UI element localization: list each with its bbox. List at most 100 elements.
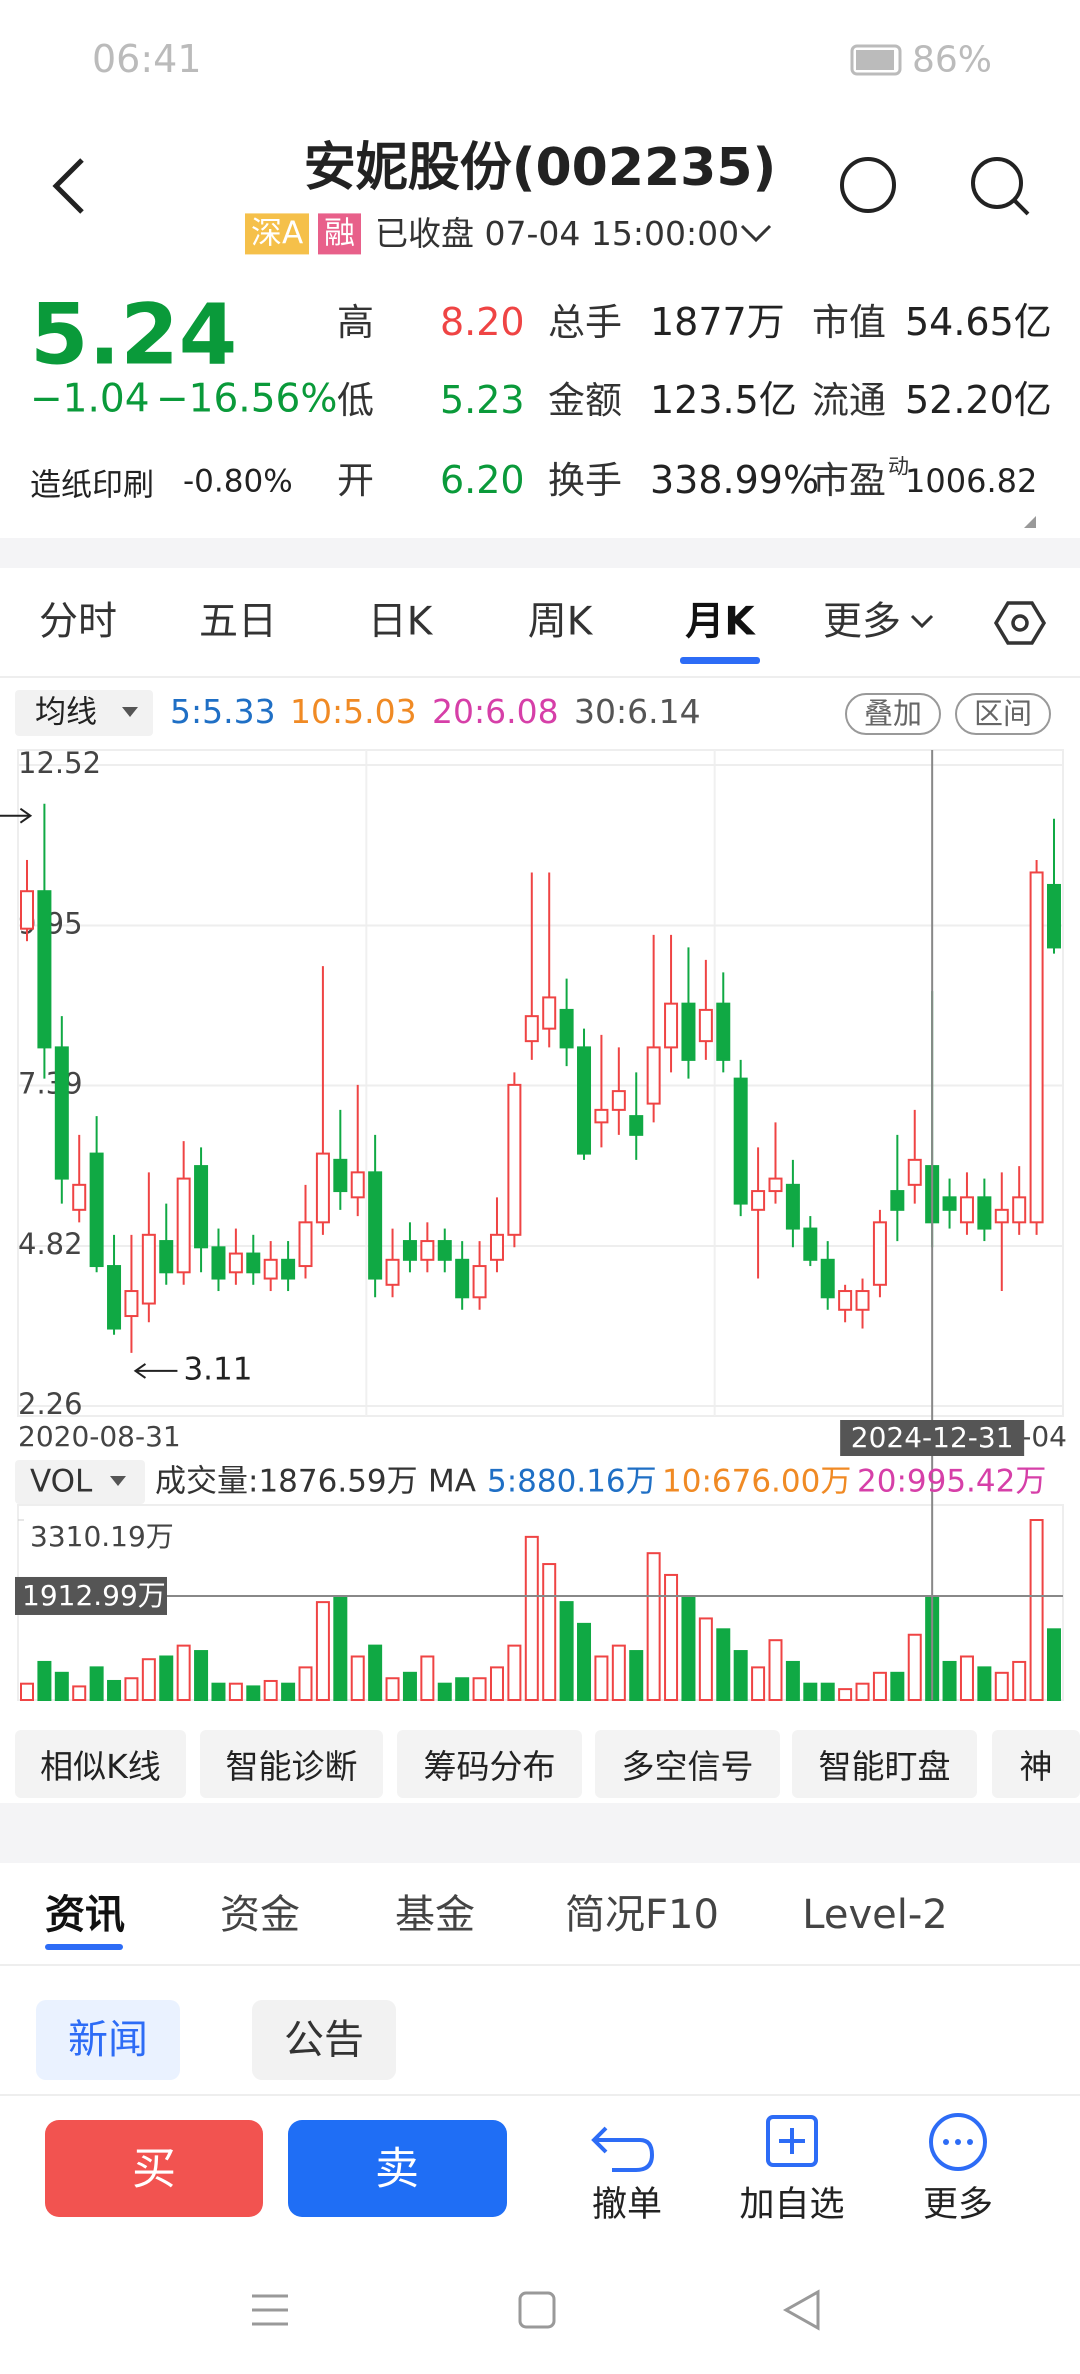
chart-tab[interactable]: 分时 [38,599,118,645]
news-tab[interactable]: Level-2 [802,1892,948,1938]
buy-label[interactable]: 买 [132,2143,176,2195]
candle-body [1012,1196,1027,1224]
candle-body [141,1233,156,1305]
stat-value: 5.23 [440,378,525,423]
stat-value: 8.20 [440,300,525,345]
sell-label[interactable]: 卖 [375,2143,419,2195]
candle-body [281,1258,296,1280]
battery: 86% [912,39,993,81]
subtab[interactable]: 新闻 [68,2017,148,2063]
volume-bar [455,1677,470,1702]
vol-legend-item: VOL [30,1463,93,1500]
candle-body [315,1152,330,1224]
chart-tab[interactable]: 日K [367,599,433,645]
news-tab[interactable]: 资讯 [45,1892,125,1938]
price: 5.24 [30,285,238,384]
candle-body [751,1190,766,1211]
candle-body [994,1208,1009,1224]
overlay-button[interactable]: 区间 [973,696,1033,731]
action-label[interactable]: 加自选 [739,2185,845,2225]
volume-bar [577,1622,592,1702]
candle-body [263,1258,278,1280]
buy-button[interactable] [45,2120,263,2217]
candle-body [803,1227,818,1261]
ma-label: 均线 [35,694,97,731]
tool-chip[interactable]: 筹码分布 [397,1730,582,1798]
chart-tab[interactable]: 周K [527,599,593,645]
add-icon [779,2128,805,2154]
nav-back[interactable] [782,2289,820,2331]
volume-bar [855,1682,870,1702]
stat-label: 开 [337,458,374,502]
crosshair-label-bg [15,1576,167,1615]
volume-bar [228,1682,243,1702]
volume-bar [751,1666,766,1701]
volume-bar [368,1644,383,1701]
chart-tab[interactable]: 更多 [822,599,902,645]
volume-bar [1047,1628,1061,1702]
candle-body [907,1158,922,1186]
candle-body [855,1290,870,1311]
change: −1.04 [30,376,150,422]
vol-legend-item: 10:676.00万 [662,1463,852,1500]
news-tab[interactable]: 简况F10 [565,1892,719,1938]
chevron [910,614,934,629]
stat-label: 低 [337,378,374,422]
volume-bar [315,1601,330,1701]
volume-bar [141,1658,156,1701]
action-label[interactable]: 更多 [922,2185,994,2225]
stat-value: 52.20亿 [905,378,1052,423]
stat-value: 1877万 [650,300,785,345]
volume-bar [1029,1519,1044,1701]
y-tick-label: 12.52 [18,746,101,780]
candle-body [54,1046,69,1180]
action-label[interactable]: 撤单 [591,2185,663,2225]
volume-bar [263,1679,278,1702]
tool-chip[interactable]: 智能诊断 [200,1730,383,1798]
subtab[interactable]: 公告 [284,2017,364,2063]
candle-body [959,1196,974,1224]
y-tick-label: 2.26 [18,1387,83,1421]
dropdown-icon [122,707,138,717]
tool-chip[interactable]: 智能盯盘 [792,1730,977,1798]
volume-bar [124,1677,139,1702]
tool-chip[interactable]: 多空信号 [595,1730,780,1798]
ma-item: 10:5.03 [290,692,417,732]
volume-bar [385,1677,400,1702]
candle-body [20,890,34,930]
sell-button[interactable] [288,2120,507,2217]
volume-bar [524,1535,539,1701]
candle-body [402,1240,417,1261]
tool-chip[interactable]: 相似K线 [15,1730,186,1798]
volume-bar [994,1671,1009,1702]
chart-tab[interactable]: 月K [685,599,755,645]
plot-frame [17,749,1064,1417]
volume-bar [872,1671,887,1702]
tool-chip[interactable]: 神 [992,1730,1080,1798]
volume-bar [402,1671,417,1702]
undo-icon [591,2126,655,2172]
candle-body [176,1177,191,1274]
chart-tab[interactable]: 五日 [198,599,278,645]
nav-home[interactable] [518,2291,556,2329]
annotation-arrow [19,807,33,824]
more-icon [929,2113,987,2171]
vol-legend-item: 成交量:1876.59万 [155,1463,418,1500]
news-tab[interactable]: 基金 [395,1892,475,1938]
candle-body [785,1183,800,1230]
nav-menu[interactable] [252,2294,288,2326]
stock-title: 安妮股份(002235) [303,137,777,198]
news-tab[interactable]: 资金 [220,1892,300,1938]
candle-body [559,1008,574,1049]
ma-item: 20:6.08 [432,692,559,732]
vol-select [15,1460,145,1504]
candle-body [89,1152,104,1268]
overlay-button[interactable]: 叠加 [863,696,923,731]
candle-body [437,1240,452,1261]
more-icon [967,2139,973,2145]
volume-bar [211,1682,226,1702]
search-icon [1012,198,1030,216]
market-tag: 深A [245,213,310,255]
